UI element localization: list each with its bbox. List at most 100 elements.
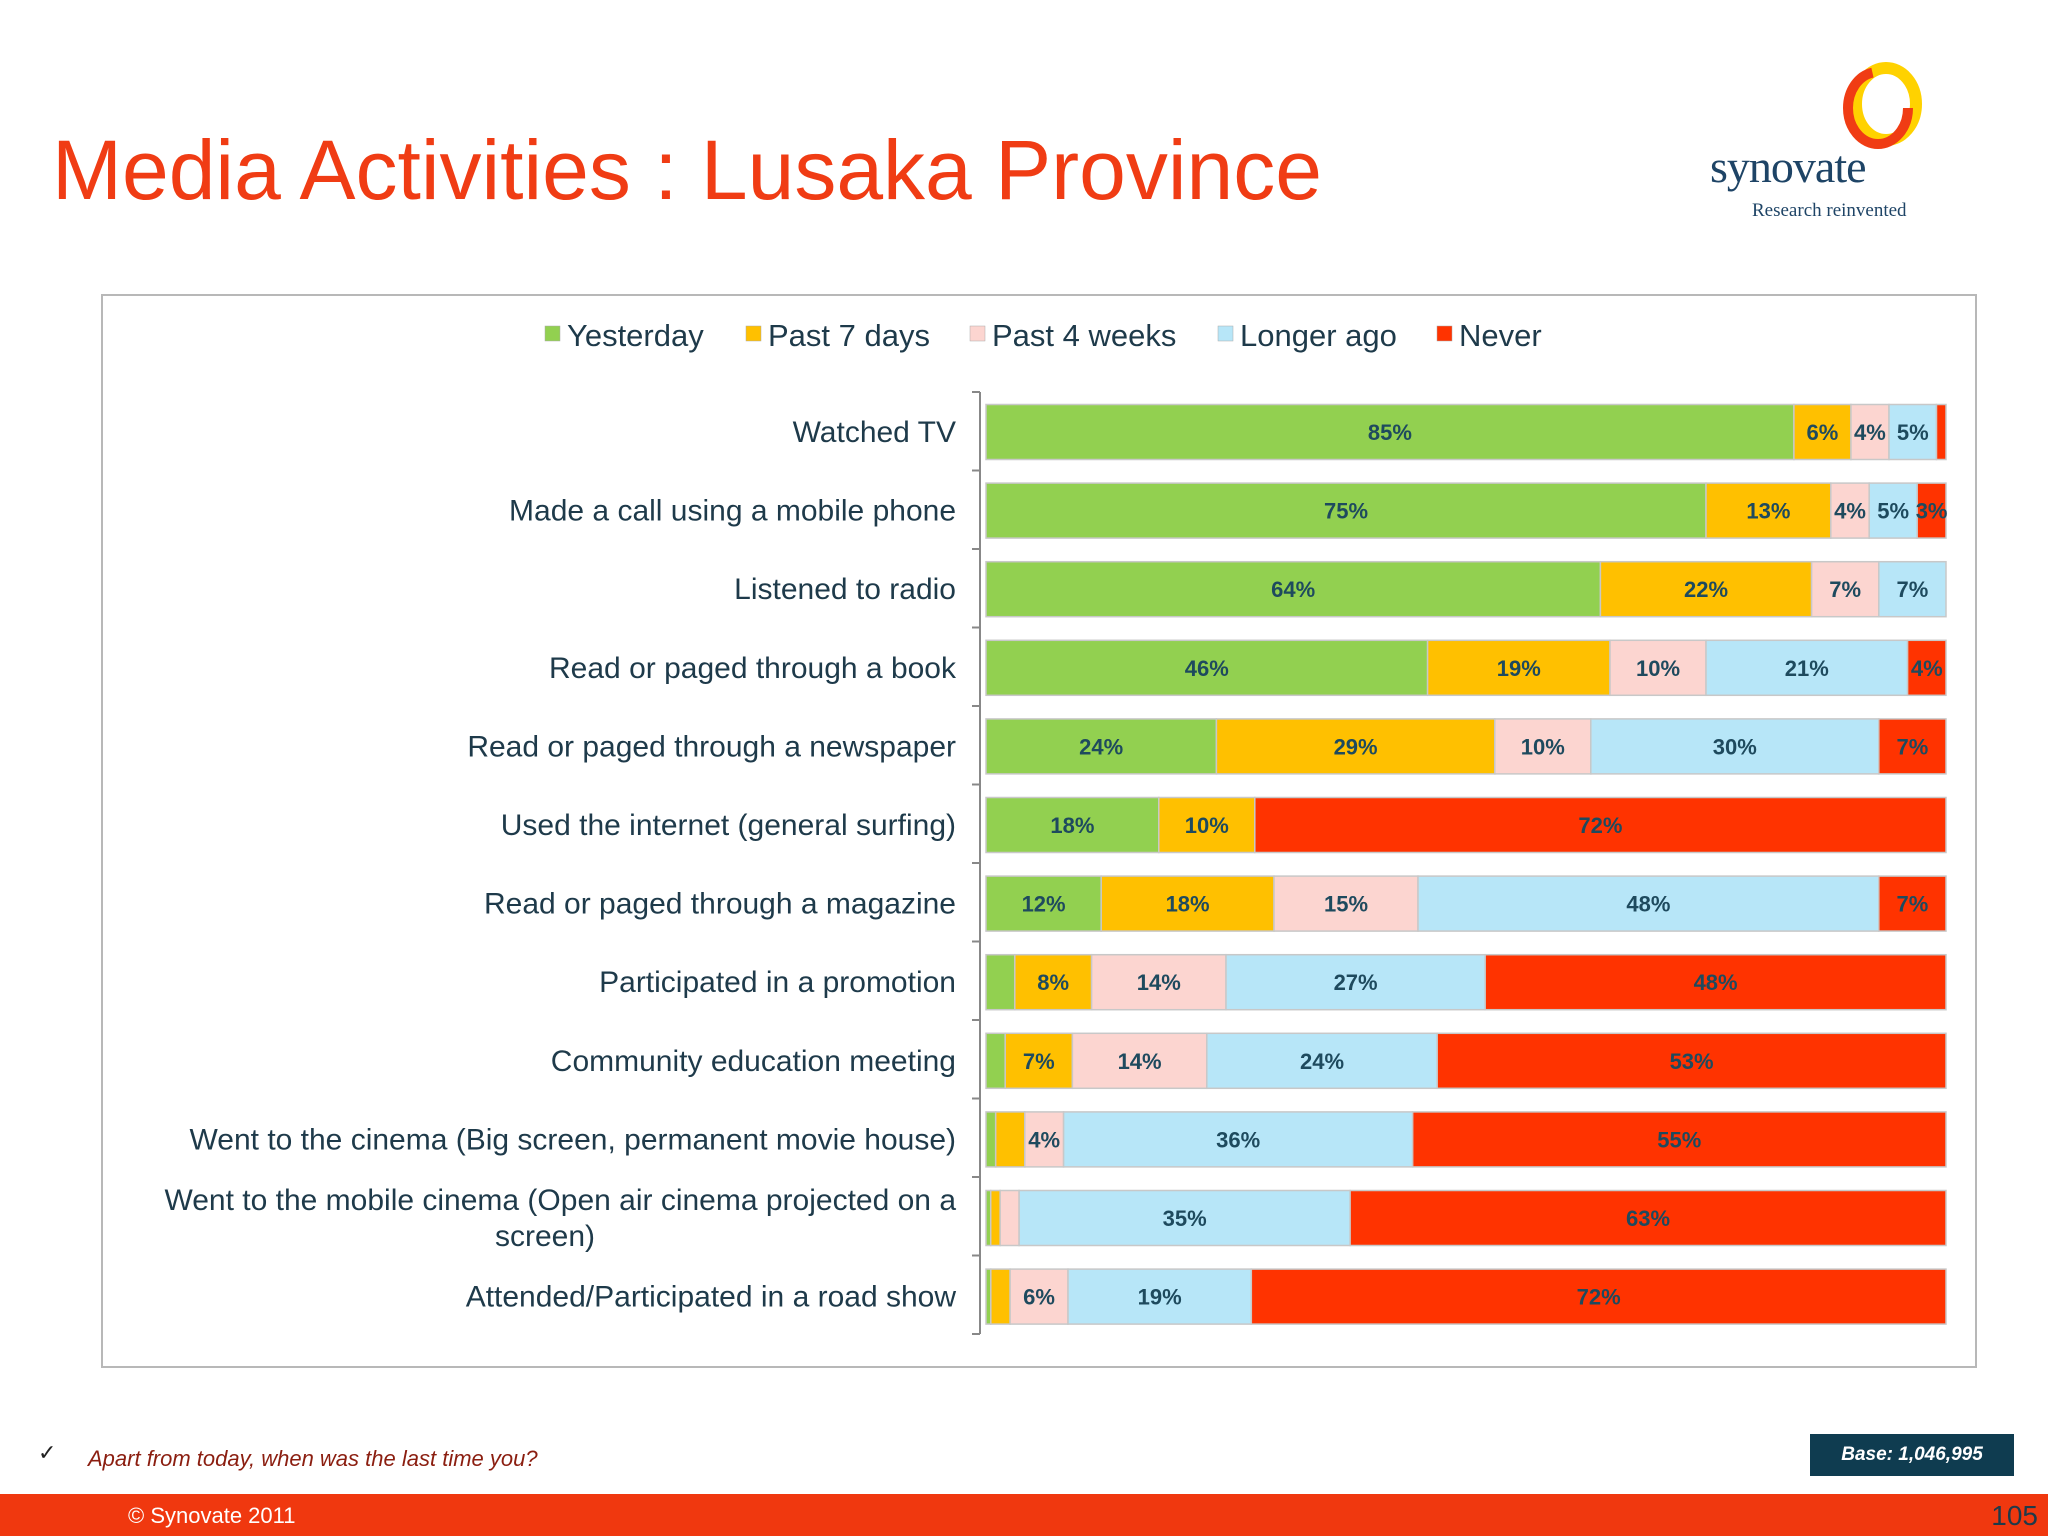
bar-segment [1793,403,1852,461]
bar-segment [989,1189,1001,1247]
category-label: Watched TV [793,416,956,449]
data-label: 72% [1578,813,1622,838]
legend-label: Past 7 days [768,318,930,353]
category-label: Made a call using a mobile phone [509,495,956,528]
base-badge: Base: 1,046,995 [1810,1434,2014,1476]
bar-segment [1590,718,1880,775]
bar-segment [1411,1111,1947,1168]
bar-segment [1225,953,1486,1011]
category-label: Community education meeting [551,1045,956,1078]
bar-segment [1878,875,1947,932]
bar-segment [985,560,1602,618]
bar-segment [1067,1268,1253,1325]
category-label: Went to the mobile cinema (Open air cine… [164,1184,956,1217]
legend-swatch [1217,325,1234,342]
bar-segment [1417,875,1880,932]
page-number: 105 [1991,1500,2038,1531]
data-label: 7% [1897,734,1929,759]
bar-segment [1349,1189,1947,1247]
logo-tagline: Research reinvented [1752,200,1907,221]
data-label: 48% [1626,892,1670,917]
bar-segment [985,482,1707,539]
bar-segment [1426,639,1611,697]
bar-segment [1810,560,1880,618]
data-label: 85% [1368,420,1412,445]
data-label: 19% [1497,656,1541,681]
bar-segment [1024,1111,1065,1168]
data-label: 5% [1877,499,1909,524]
data-label: 55% [1657,1127,1701,1152]
bar-segment [1906,639,1947,697]
bar-segment [985,1111,997,1168]
bar-segment [1004,1032,1074,1090]
category-label: Listened to radio [734,573,956,606]
data-label: 29% [1334,734,1378,759]
data-label: 18% [1050,813,1094,838]
legend-swatch [745,325,762,342]
bar-segment [1436,1032,1947,1090]
legend-swatch [969,325,986,342]
data-label: 53% [1670,1049,1714,1074]
category-label: Read or paged through a magazine [484,888,956,921]
copyright: © Synovate 2011 [128,1503,296,1528]
bar-segment [999,1189,1020,1247]
legend-label: Yesterday [567,318,704,353]
data-label: 48% [1694,970,1738,995]
data-label: 14% [1118,1049,1162,1074]
bar-segment [1494,718,1592,775]
data-label: 8% [1037,970,1069,995]
data-label: 7% [1897,577,1929,602]
data-label: 6% [1023,1285,1055,1310]
bar-segment [1868,482,1918,539]
data-label: 63% [1626,1206,1670,1231]
data-label: 5% [1897,420,1929,445]
data-label: 3% [1916,499,1948,524]
bar-segment [1071,1032,1208,1090]
legend-swatch [544,325,561,342]
data-label: 7% [1023,1049,1055,1074]
data-label: 19% [1138,1285,1182,1310]
bar-segment [1705,482,1832,539]
bar-segment [1609,639,1707,697]
bar-segment [994,1111,1026,1168]
data-label: 21% [1785,656,1829,681]
bar-segment [1273,875,1419,932]
bar-segment [1250,1268,1947,1325]
bar-segment [1916,482,1947,539]
bar-segment [1599,560,1813,618]
bar-segment [1254,796,1947,854]
data-label: 14% [1137,970,1181,995]
data-label: 72% [1577,1285,1621,1310]
data-label: 4% [1911,656,1943,681]
bar-segment [1484,953,1947,1011]
data-label: 7% [1829,577,1861,602]
data-label: 4% [1854,420,1886,445]
bar-segment [985,403,1795,461]
survey-question: Apart from today, when was the last time… [88,1446,538,1471]
bar-segment [1850,403,1890,461]
data-label: 75% [1324,499,1368,524]
category-label: Read or paged through a newspaper [467,730,956,763]
slide-title: Media Activities : Lusaka Province [52,123,1322,217]
check-icon: ✓ [38,1440,57,1465]
category-label: Went to the cinema (Big screen, permanen… [190,1123,957,1156]
data-label: 22% [1684,577,1728,602]
data-label: 24% [1079,734,1123,759]
bar-segment [1090,953,1227,1011]
bar-segment [1705,639,1909,697]
data-label: 35% [1163,1206,1207,1231]
bar-segment [1878,718,1947,775]
bar-segment [985,1032,1006,1090]
category-label: Used the internet (general surfing) [501,809,956,842]
bar-segment [1014,953,1093,1011]
bar-segment [1878,560,1947,618]
data-label: 64% [1271,577,1315,602]
data-label: 46% [1185,656,1229,681]
legend-swatch [1436,325,1453,342]
bar-segment [990,1268,1011,1325]
data-label: 12% [1022,892,1066,917]
stacked-bar-chart: Yesterday Past 7 days Past 4 weeks Longer a… [164,318,1948,1335]
footer-bar [0,1494,2048,1536]
bar-segment [1206,1032,1438,1090]
bar-segment [985,953,1016,1011]
